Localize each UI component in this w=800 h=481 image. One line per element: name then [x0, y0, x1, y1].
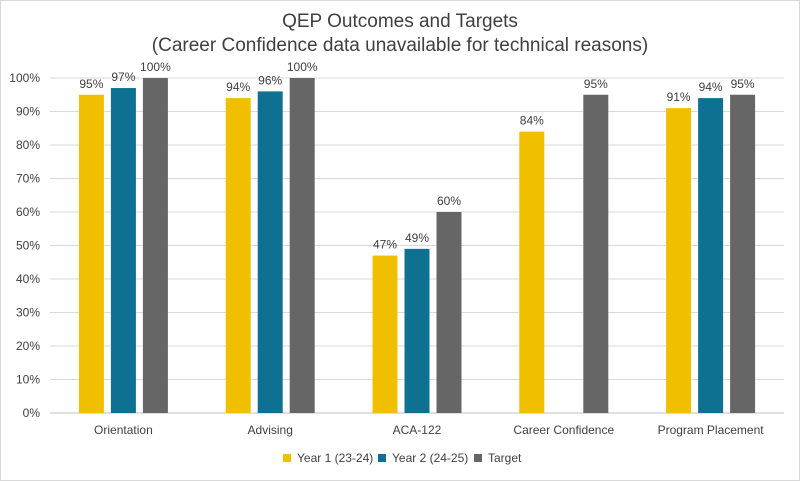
x-category-label: Program Placement [658, 423, 765, 437]
data-label: 100% [140, 60, 171, 74]
data-label: 91% [667, 90, 691, 104]
x-category-label: ACA-122 [393, 423, 442, 437]
y-tick-label: 80% [16, 138, 40, 152]
bar [372, 255, 398, 413]
data-label: 100% [287, 60, 318, 74]
bar [289, 78, 315, 413]
y-tick-label: 30% [16, 306, 40, 320]
x-category-label: Career Confidence [513, 423, 614, 437]
bar [225, 98, 251, 413]
chart-subtitle: (Career Confidence data unavailable for … [151, 35, 649, 56]
bar [142, 78, 168, 413]
legend-label: Target [488, 451, 522, 465]
y-tick-label: 0% [23, 406, 41, 420]
chart-title: QEP Outcomes and Targets [282, 11, 518, 32]
x-category-label: Orientation [94, 423, 153, 437]
data-label: 84% [520, 114, 544, 128]
data-label: 60% [437, 194, 461, 208]
legend-swatch [378, 454, 386, 462]
y-tick-label: 60% [16, 205, 40, 219]
y-tick-label: 100% [9, 71, 40, 85]
data-label: 97% [111, 70, 135, 84]
bar [436, 212, 462, 413]
bar [78, 94, 104, 413]
legend-swatch [474, 454, 482, 462]
legend-label: Year 2 (24-25) [392, 451, 468, 465]
data-label: 95% [731, 77, 755, 91]
y-tick-label: 50% [16, 239, 40, 253]
data-label: 47% [373, 238, 397, 252]
bar [698, 98, 724, 413]
y-tick-label: 20% [16, 339, 40, 353]
y-tick-label: 40% [16, 272, 40, 286]
data-label: 94% [699, 80, 723, 94]
data-label: 95% [79, 77, 103, 91]
y-tick-label: 90% [16, 105, 40, 119]
data-label: 49% [405, 231, 429, 245]
bar [110, 88, 136, 414]
bar [583, 94, 609, 413]
bar [730, 94, 756, 413]
legend-swatch [283, 454, 291, 462]
bar [404, 248, 430, 413]
data-label: 95% [584, 77, 608, 91]
y-tick-label: 70% [16, 172, 40, 186]
legend-label: Year 1 (23-24) [297, 451, 373, 465]
data-label: 94% [226, 80, 250, 94]
data-label: 96% [258, 73, 282, 87]
bar [519, 131, 545, 413]
y-tick-label: 10% [16, 373, 40, 387]
bar [666, 108, 692, 414]
bar [257, 91, 283, 414]
x-category-label: Advising [248, 423, 293, 437]
